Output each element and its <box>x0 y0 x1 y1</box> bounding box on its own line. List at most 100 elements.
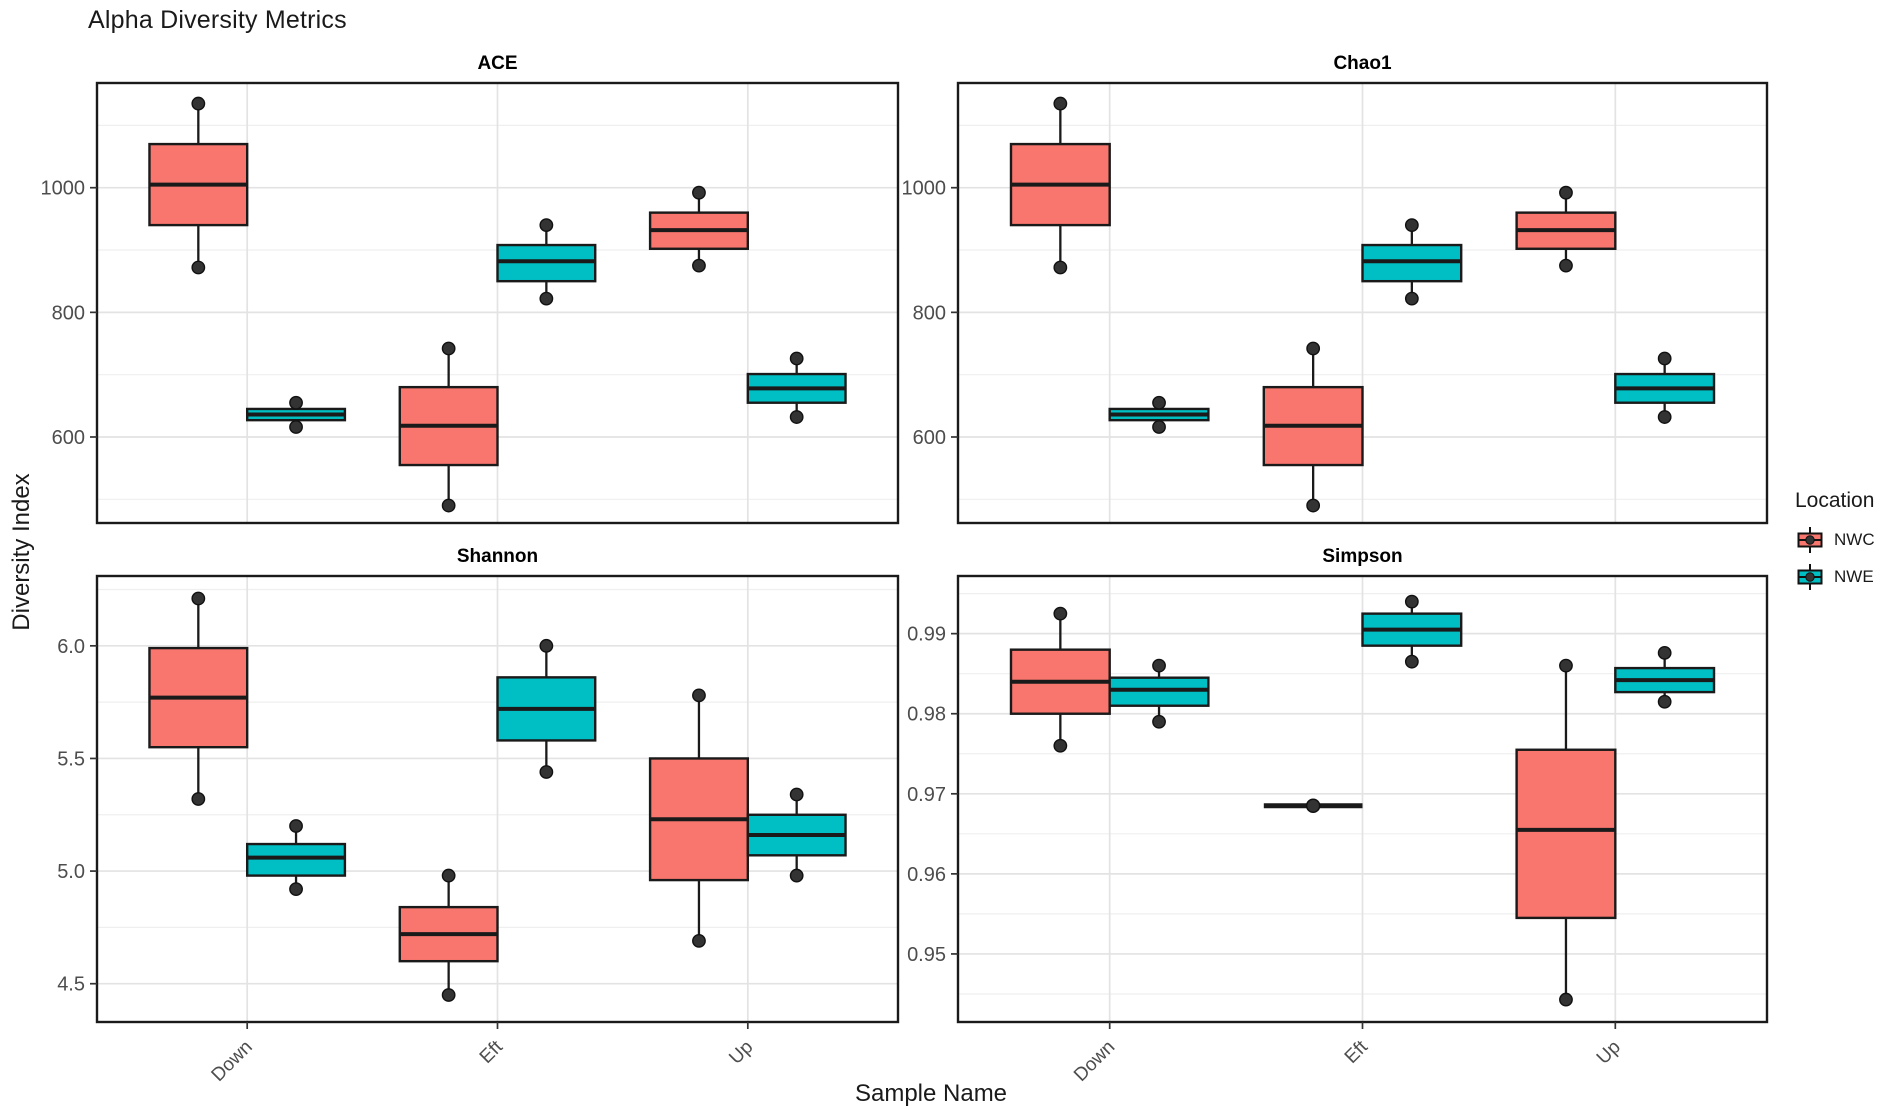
x-tick-label: Eft <box>476 1036 508 1068</box>
facet-title: Simpson <box>1322 546 1402 567</box>
data-point <box>1559 992 1573 1007</box>
y-tick-label: 4.5 <box>57 974 85 996</box>
boxplot-Down-NWE <box>1108 395 1210 434</box>
y-tick-label: 600 <box>913 427 946 449</box>
data-point <box>1657 351 1672 366</box>
legend-entry-label: NWC <box>1834 530 1875 549</box>
data-point <box>539 638 554 653</box>
boxplot-box <box>1108 676 1210 707</box>
data-point <box>789 787 804 802</box>
data-point <box>1306 341 1321 356</box>
x-tick-label: Eft <box>1341 1036 1373 1068</box>
facet-title: ACE <box>477 53 517 74</box>
legend-entry-NWE: NWE <box>1795 562 1875 592</box>
legend-title: Location <box>1795 489 1875 512</box>
chart-title: Alpha Diversity Metrics <box>88 6 347 34</box>
data-point <box>692 258 706 273</box>
legend-entries: NWC NWE <box>1795 525 1875 592</box>
data-point <box>1152 420 1166 434</box>
x-tick-label: Up <box>725 1037 757 1069</box>
panel-Simpson: Simpson 0.95 0.96 0.97 0.98 0.99 Down Eft Up <box>907 546 1769 1086</box>
y-tick-label: 0.99 <box>907 624 946 646</box>
boxplot-Up-NWC <box>648 185 750 273</box>
data-point <box>1404 291 1419 306</box>
x-tick-label: Up <box>1593 1037 1625 1069</box>
boxplot-box <box>245 842 347 877</box>
boxplot-box <box>1515 748 1617 920</box>
data-point <box>1657 645 1672 660</box>
y-tick-label: 1000 <box>41 178 86 200</box>
boxplot-Eft-NWC <box>398 341 499 513</box>
boxplot-Up-NWE <box>1614 645 1716 709</box>
data-point <box>191 591 206 606</box>
data-point <box>1559 258 1573 273</box>
y-tick-label: 600 <box>52 427 85 449</box>
y-tick-label: 5.5 <box>57 748 85 770</box>
data-point <box>789 868 804 883</box>
data-point <box>539 218 554 232</box>
data-point <box>1404 654 1419 669</box>
legend-entry-NWC: NWC <box>1795 525 1875 555</box>
boxplot-Down-NWC <box>1009 96 1111 275</box>
boxplot-Down-NWE <box>1108 658 1210 729</box>
data-point <box>692 934 706 948</box>
boxplot-Up-NWE <box>746 351 847 424</box>
y-tick-label: 0.96 <box>907 864 946 886</box>
data-point <box>1306 498 1321 513</box>
data-point <box>1053 260 1068 275</box>
boxplot-Down-NWC <box>148 591 249 806</box>
data-point <box>1404 594 1419 609</box>
boxplot-Eft-NWE <box>1361 594 1463 669</box>
y-tick-label: 0.97 <box>907 784 946 806</box>
data-point <box>1404 218 1419 232</box>
data-point <box>1657 410 1672 424</box>
facet-title: Chao1 <box>1333 53 1392 74</box>
boxplot-Eft-NWC <box>1262 341 1364 513</box>
data-point <box>1053 606 1068 621</box>
boxplot-Down-NWE <box>245 819 347 897</box>
boxplot-Up-NWE <box>1614 351 1716 424</box>
data-point <box>1053 96 1068 111</box>
y-tick-label: 5.0 <box>57 861 85 883</box>
data-point <box>1305 798 1321 814</box>
x-tick-label: Down <box>208 1037 257 1086</box>
boxplot-Eft-NWC <box>398 868 499 1002</box>
data-point <box>789 351 804 366</box>
boxplot-Up-NWC <box>1515 185 1617 273</box>
y-axis-title: Diversity Index <box>8 473 35 631</box>
legend: Location NWC NWE <box>1795 489 1875 599</box>
panel-ACE: ACE 600 800 1000 <box>41 53 900 525</box>
x-axis-title: Sample Name <box>854 1080 1008 1107</box>
facet-title: Shannon <box>457 546 538 567</box>
boxplot-Up-NWE <box>746 787 847 883</box>
data-point <box>441 498 456 513</box>
boxplot-Eft-NWE <box>496 638 597 779</box>
data-point <box>539 291 554 306</box>
boxplot-Eft-NWE <box>1361 218 1463 306</box>
y-tick-label: 1000 <box>902 178 947 200</box>
boxplot-Down-NWC <box>148 96 249 275</box>
panel-border <box>956 81 1769 525</box>
panel-Chao1: Chao1 600 800 1000 <box>902 53 1769 525</box>
data-point <box>191 96 206 111</box>
y-tick-label: 0.98 <box>907 704 946 726</box>
panel-Shannon: Shannon 4.5 5.0 5.5 6.0 Down Eft Up <box>57 546 900 1086</box>
y-tick-label: 6.0 <box>57 636 85 658</box>
data-point <box>289 882 303 897</box>
data-point <box>441 988 456 1002</box>
y-tick-label: 800 <box>913 302 946 324</box>
data-point <box>191 260 206 275</box>
boxplot-Up-NWC <box>1515 658 1617 1007</box>
data-point <box>191 792 206 806</box>
data-point <box>1152 658 1166 673</box>
data-point <box>1559 185 1573 200</box>
data-point <box>692 185 706 200</box>
x-tick-label: Down <box>1070 1037 1119 1086</box>
boxplot-Eft-NWE <box>496 218 597 306</box>
boxplot-Up-NWC <box>648 688 750 948</box>
data-point <box>1657 694 1672 709</box>
key-point <box>1805 572 1815 582</box>
boxplot-Down-NWE <box>245 395 347 434</box>
